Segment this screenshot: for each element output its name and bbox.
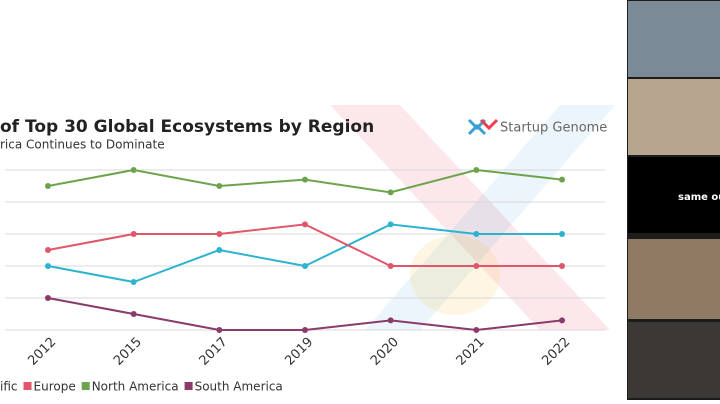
data-point <box>45 247 51 253</box>
logo-icon <box>479 118 499 131</box>
data-point <box>216 327 223 333</box>
chart-subtitle: rica Continues to Dominate <box>0 138 165 152</box>
data-point <box>559 231 565 237</box>
data-point <box>45 183 51 189</box>
watermark <box>365 105 615 330</box>
data-point <box>216 231 223 237</box>
data-point <box>302 263 308 269</box>
video-tile <box>628 239 720 319</box>
legend-swatch <box>81 382 90 390</box>
data-point <box>216 183 223 189</box>
data-point <box>130 279 137 285</box>
data-point <box>473 327 480 333</box>
data-point <box>130 231 137 237</box>
watermark <box>410 235 500 315</box>
legend-label: South America <box>195 380 283 394</box>
data-point <box>387 221 394 228</box>
data-point <box>302 221 308 228</box>
data-point <box>559 263 565 269</box>
video-tile <box>628 322 720 398</box>
video-tile <box>628 1 720 77</box>
logo: Startup Genome <box>467 118 607 136</box>
data-point <box>387 189 394 196</box>
legend-label: North America <box>92 380 179 394</box>
data-point <box>130 167 137 173</box>
data-point <box>45 263 51 269</box>
data-point <box>387 317 394 324</box>
data-point <box>473 167 480 173</box>
logo-text: Startup Genome <box>500 121 607 136</box>
video-tile <box>628 157 720 233</box>
data-point <box>473 231 480 237</box>
legend-swatch <box>184 382 193 390</box>
watermark <box>330 105 610 330</box>
chart-title: of Top 30 Global Ecosystems by Region <box>0 117 374 137</box>
data-point <box>216 247 223 253</box>
data-point <box>559 317 565 324</box>
data-point <box>473 263 480 269</box>
slide <box>0 0 627 400</box>
data-point <box>302 327 308 333</box>
legend-label: ific <box>0 380 18 394</box>
call-caption: same ou <box>678 192 720 203</box>
legend-label: Europe <box>34 380 76 394</box>
video-tile <box>628 79 720 155</box>
legend-swatch <box>23 382 32 390</box>
data-point <box>45 295 51 301</box>
data-point <box>130 311 137 317</box>
data-point <box>302 176 308 183</box>
data-point <box>387 263 394 269</box>
data-point <box>559 176 565 183</box>
